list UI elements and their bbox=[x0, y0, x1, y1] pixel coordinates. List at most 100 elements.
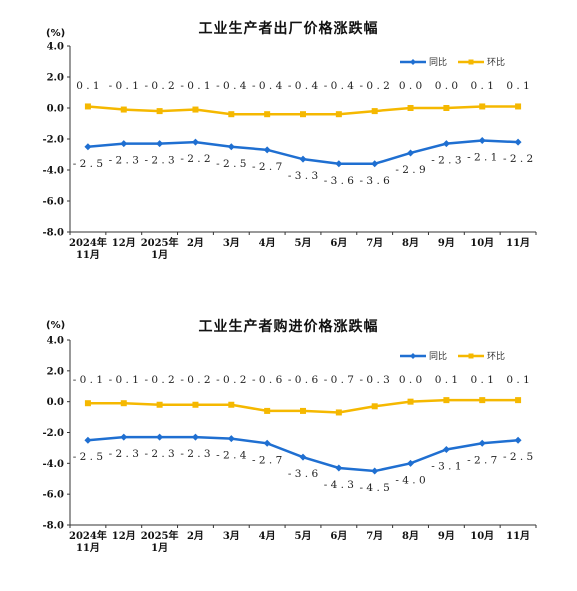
data-point-yoy bbox=[478, 439, 486, 447]
data-point-mom bbox=[192, 401, 199, 408]
data-point-mom bbox=[515, 103, 522, 110]
data-point-yoy bbox=[84, 436, 92, 444]
data-label-mom: - 0 . 1 bbox=[109, 374, 139, 386]
data-label-yoy: - 4 . 0 bbox=[395, 474, 425, 486]
x-tick-label: 4月 bbox=[259, 237, 276, 249]
data-label-yoy: - 3 . 6 bbox=[324, 175, 355, 187]
data-label-mom: - 0 . 1 bbox=[180, 80, 210, 92]
data-point-mom bbox=[515, 397, 522, 404]
data-label-mom: - 0 . 7 bbox=[324, 374, 354, 386]
data-point-yoy bbox=[156, 140, 164, 148]
data-label-mom: - 0 . 6 bbox=[288, 374, 319, 386]
data-label-yoy: - 2 . 3 bbox=[431, 155, 461, 167]
data-point-mom bbox=[300, 407, 306, 414]
data-point-yoy bbox=[227, 435, 235, 443]
data-point-yoy bbox=[156, 433, 164, 441]
y-tick-label: 0.0 bbox=[47, 104, 64, 115]
data-label-yoy: - 2 . 3 bbox=[144, 155, 174, 167]
y-tick-label: -2.0 bbox=[42, 135, 64, 146]
y-tick-label: 0.0 bbox=[47, 397, 64, 408]
y-unit-label: (%) bbox=[46, 320, 66, 331]
x-tick-label: 2025年 1月 bbox=[141, 236, 179, 261]
data-point-mom bbox=[335, 409, 342, 416]
x-tick-label: 9月 bbox=[438, 237, 455, 249]
data-point-mom bbox=[228, 401, 235, 408]
x-tick-label: 11月 bbox=[506, 530, 530, 542]
x-tick-label: 7月 bbox=[366, 530, 383, 542]
data-point-mom bbox=[335, 111, 342, 118]
data-label-yoy: - 2 . 3 bbox=[109, 448, 139, 460]
data-point-mom bbox=[156, 401, 163, 408]
data-label-mom: - 0 . 2 bbox=[216, 374, 246, 386]
x-tick-label: 10月 bbox=[470, 530, 494, 542]
x-tick-label: 7月 bbox=[366, 237, 383, 249]
x-tick-label: 3月 bbox=[223, 530, 240, 542]
chart-panel-purchase-prices: 工业生产者购进价格涨跌幅 (%) 4.0 2.0 0.0 -2.0 -4.0 -6.0 -8… bbox=[0, 300, 577, 570]
data-label-yoy: - 2 . 4 bbox=[216, 450, 247, 462]
data-label-mom: 0 . 0 bbox=[435, 80, 458, 92]
y-tick-label: 2.0 bbox=[47, 366, 64, 377]
legend-label: 环比 bbox=[487, 56, 505, 68]
y-tick-label: -2.0 bbox=[42, 428, 64, 439]
data-label-yoy: - 2 . 5 bbox=[503, 451, 533, 463]
data-point-mom bbox=[479, 397, 486, 404]
y-tick-label: 2.0 bbox=[47, 73, 64, 84]
x-tick-label: 2月 bbox=[187, 530, 204, 542]
data-label-yoy: - 2 . 7 bbox=[252, 161, 282, 173]
data-point-yoy bbox=[191, 433, 199, 441]
data-label-yoy: - 4 . 3 bbox=[324, 479, 354, 491]
x-tick-label: 9月 bbox=[438, 530, 455, 542]
chart-title: 工业生产者出厂价格涨跌幅 bbox=[198, 21, 379, 37]
legend-label: 环比 bbox=[487, 350, 505, 362]
legend-marker bbox=[410, 353, 416, 359]
data-label-yoy: - 2 . 5 bbox=[73, 158, 103, 170]
data-label-yoy: - 4 . 5 bbox=[360, 482, 390, 494]
data-label-yoy: - 2 . 3 bbox=[144, 448, 174, 460]
y-tick-label: -8.0 bbox=[42, 228, 64, 239]
data-label-mom: - 0 . 4 bbox=[324, 80, 355, 92]
data-label-mom: - 0 . 1 bbox=[109, 80, 139, 92]
data-point-mom bbox=[407, 398, 414, 405]
data-point-mom bbox=[84, 103, 91, 110]
data-point-mom bbox=[120, 106, 127, 113]
data-point-yoy bbox=[371, 160, 379, 168]
data-label-yoy: - 3 . 3 bbox=[288, 170, 318, 182]
x-tick-label: 5月 bbox=[295, 237, 312, 249]
data-point-yoy bbox=[335, 160, 343, 168]
data-point-yoy bbox=[478, 137, 486, 145]
data-label-yoy: - 3 . 1 bbox=[431, 460, 461, 472]
data-point-yoy bbox=[84, 143, 92, 151]
data-point-yoy bbox=[514, 436, 522, 444]
data-point-yoy bbox=[299, 155, 307, 163]
legend-label: 同比 bbox=[429, 56, 447, 68]
data-point-yoy bbox=[263, 146, 271, 154]
data-point-yoy bbox=[191, 138, 199, 146]
x-tick-label: 12月 bbox=[112, 237, 136, 249]
y-tick-label: -4.0 bbox=[42, 166, 64, 177]
data-label-mom: - 0 . 3 bbox=[360, 374, 390, 386]
x-tick-label: 8月 bbox=[402, 237, 419, 249]
data-point-mom bbox=[120, 400, 127, 407]
data-label-mom: 0 . 1 bbox=[506, 80, 529, 92]
y-tick-label: 4.0 bbox=[47, 42, 64, 53]
data-label-yoy: - 2 . 5 bbox=[73, 451, 103, 463]
chart-panel-output-prices: 工业生产者出厂价格涨跌幅 (%) 4.0 2.0 0.0 -2.0 -4.0 -6.0 -8… bbox=[0, 0, 577, 280]
data-label-yoy: - 2 . 5 bbox=[216, 158, 246, 170]
data-point-yoy bbox=[120, 433, 128, 441]
data-label-mom: - 0 . 2 bbox=[144, 374, 174, 386]
data-point-mom bbox=[228, 111, 235, 118]
data-label-mom: 0 . 1 bbox=[76, 80, 99, 92]
data-label-mom: - 0 . 4 bbox=[288, 80, 319, 92]
data-point-yoy bbox=[227, 143, 235, 151]
data-point-yoy bbox=[407, 459, 415, 467]
chart-svg: 4.0 2.0 0.0 -2.0 -4.0 -6.0 -8.0 2024年 11月 12月 2025… bbox=[42, 336, 537, 554]
data-label-yoy: - 2 . 2 bbox=[180, 153, 210, 165]
data-label-yoy: - 2 . 3 bbox=[109, 155, 139, 167]
legend-marker bbox=[468, 353, 474, 359]
y-tick-label: -8.0 bbox=[42, 521, 64, 532]
data-label-mom: - 0 . 2 bbox=[144, 80, 174, 92]
chart-svg: 4.0 2.0 0.0 -2.0 -4.0 -6.0 -8.0 2024年 11月 12月 2025… bbox=[42, 42, 537, 261]
x-tick-label: 5月 bbox=[295, 530, 312, 542]
x-tick-label: 12月 bbox=[112, 530, 136, 542]
data-label-yoy: - 2 . 7 bbox=[467, 454, 497, 466]
